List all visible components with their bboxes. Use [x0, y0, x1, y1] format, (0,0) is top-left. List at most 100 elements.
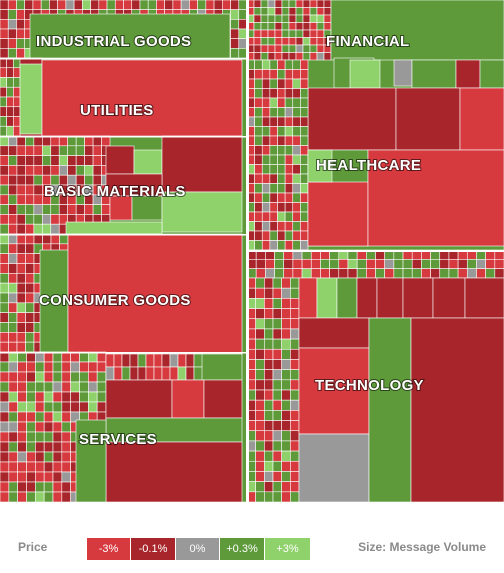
stock-tile-637[interactable] — [161, 366, 171, 381]
stock-tile-960[interactable] — [366, 268, 376, 279]
stock-tile-1055[interactable] — [264, 359, 274, 370]
stock-tile-195[interactable] — [6, 116, 14, 127]
stock-tile-1128[interactable] — [290, 430, 300, 442]
stock-tile-275[interactable] — [50, 223, 60, 235]
stock-tile-992[interactable] — [466, 259, 477, 269]
stock-tile-283[interactable] — [58, 204, 68, 215]
stock-tile-374[interactable] — [16, 292, 26, 304]
stock-tile-346[interactable] — [0, 253, 9, 264]
stock-tile-480[interactable] — [17, 441, 27, 453]
stock-tile-609[interactable] — [96, 381, 107, 393]
stock-tile-626[interactable] — [121, 353, 131, 368]
stock-tile-503[interactable] — [35, 371, 45, 383]
stock-tile-391[interactable] — [25, 341, 35, 353]
stock-tile-12[interactable] — [16, 0, 26, 10]
stock-tile-202[interactable] — [13, 106, 21, 117]
stock-tile-1132[interactable] — [290, 471, 300, 482]
stock-tile-836[interactable] — [277, 59, 286, 70]
stock-tile-966[interactable] — [384, 268, 395, 279]
stock-tile-778[interactable] — [254, 78, 263, 89]
stock-tile-454[interactable] — [0, 481, 10, 493]
stock-tile-2[interactable] — [0, 19, 9, 30]
stock-tile-755[interactable] — [459, 87, 504, 151]
stock-tile-1092[interactable] — [281, 287, 291, 299]
stock-tile-1036[interactable] — [255, 389, 265, 401]
stock-tile-263[interactable] — [42, 204, 52, 215]
stock-tile-698[interactable] — [281, 52, 290, 61]
stock-tile-506[interactable] — [35, 401, 45, 413]
stock-tile-234[interactable] — [16, 214, 26, 225]
stock-tile-205[interactable] — [19, 63, 43, 135]
stock-tile-524[interactable] — [43, 431, 54, 443]
stock-tile-913[interactable] — [300, 221, 309, 232]
stock-tile-868[interactable] — [284, 173, 294, 184]
stock-tile-789[interactable] — [254, 183, 263, 194]
stock-tile-900[interactable] — [300, 97, 309, 108]
stock-tile-878[interactable] — [292, 78, 301, 89]
sector-label-utilities[interactable]: UTILITIES — [79, 101, 154, 120]
stock-tile-633[interactable] — [145, 366, 155, 381]
sector-label-consumer-goods[interactable]: CONSUMER GOODS — [38, 291, 191, 310]
stock-tile-317[interactable] — [92, 145, 102, 156]
stock-tile-803[interactable] — [261, 126, 271, 137]
stock-tile-777[interactable] — [254, 69, 263, 80]
stock-tile-1072[interactable] — [272, 308, 282, 320]
stock-tile-830[interactable] — [269, 192, 278, 203]
stock-tile-825[interactable] — [269, 145, 278, 156]
stock-tile-487[interactable] — [26, 361, 36, 373]
stock-tile-231[interactable] — [16, 184, 26, 196]
stock-tile-861[interactable] — [284, 107, 294, 118]
stock-tile-232[interactable] — [16, 194, 26, 205]
stock-tile-880[interactable] — [292, 97, 301, 108]
stock-tile-1118[interactable] — [290, 328, 300, 340]
stock-tile-510[interactable] — [35, 441, 45, 453]
stock-tile-999[interactable] — [485, 268, 496, 279]
stock-tile-939[interactable] — [301, 268, 312, 279]
stock-tile-483[interactable] — [17, 471, 27, 483]
stock-tile-526[interactable] — [43, 451, 54, 463]
stock-tile-905[interactable] — [300, 145, 309, 156]
stock-tile-556[interactable] — [61, 451, 71, 463]
stock-tile-538[interactable] — [52, 421, 63, 433]
stock-tile-738[interactable] — [316, 52, 325, 61]
stock-tile-337[interactable] — [133, 149, 163, 175]
stock-tile-463[interactable] — [8, 421, 18, 433]
industrial-goods-main[interactable] — [29, 13, 231, 59]
stock-tile-704[interactable] — [288, 37, 297, 46]
stock-tile-1030[interactable] — [255, 328, 265, 340]
stock-tile-817[interactable] — [269, 69, 278, 80]
stock-tile-120[interactable] — [164, 0, 174, 10]
stock-tile-211[interactable] — [0, 184, 9, 196]
stock-tile-864[interactable] — [284, 135, 294, 146]
stock-tile-1086[interactable] — [272, 450, 282, 462]
stock-tile-813[interactable] — [261, 221, 271, 232]
stock-tile-365[interactable] — [8, 322, 18, 333]
stock-tile-492[interactable] — [26, 411, 36, 423]
stock-tile-802[interactable] — [261, 116, 271, 127]
stock-tile-1077[interactable] — [272, 359, 282, 370]
stock-tile-357[interactable] — [8, 243, 18, 254]
stock-tile-851[interactable] — [277, 202, 286, 213]
stock-tile-1087[interactable] — [272, 460, 282, 472]
stock-tile-84[interactable] — [114, 0, 124, 10]
stock-tile-1047[interactable] — [264, 277, 274, 289]
stock-tile-550[interactable] — [61, 391, 71, 403]
stock-tile-638[interactable] — [169, 353, 179, 368]
stock-tile-717[interactable] — [302, 14, 311, 23]
stock-tile-225[interactable] — [8, 223, 18, 235]
stock-tile-713[interactable] — [295, 44, 304, 53]
stock-tile-220[interactable] — [8, 174, 18, 186]
stock-tile-852[interactable] — [277, 211, 286, 222]
stock-tile-466[interactable] — [8, 451, 18, 463]
stock-tile-465[interactable] — [8, 441, 18, 453]
stock-tile-892[interactable] — [292, 211, 301, 222]
stock-tile-150[interactable] — [205, 0, 215, 10]
stock-tile-1026[interactable] — [255, 287, 265, 299]
stock-tile-1129[interactable] — [290, 440, 300, 452]
stock-tile-287[interactable] — [67, 145, 77, 156]
stock-tile-1042[interactable] — [255, 450, 265, 462]
stock-tile-987[interactable] — [448, 268, 459, 279]
stock-tile-269[interactable] — [50, 165, 60, 176]
stock-tile-352[interactable] — [0, 312, 9, 323]
stock-tile-1112[interactable] — [281, 491, 291, 502]
